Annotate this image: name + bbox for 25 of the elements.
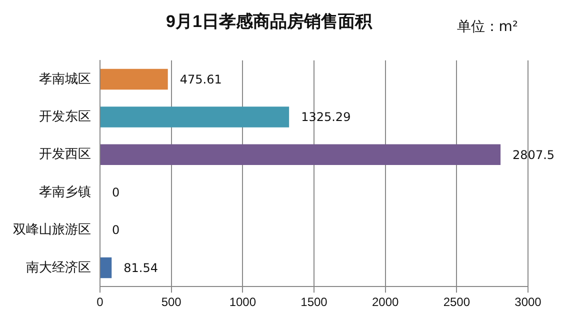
x-tick-label: 500 xyxy=(161,295,182,310)
y-tick-label: 孝南城区 xyxy=(39,70,91,86)
data-label: 475.61 xyxy=(180,72,222,86)
text: 单位：m² xyxy=(456,18,518,36)
bar xyxy=(100,257,112,278)
y-tick-label: 孝南乡镇 xyxy=(39,184,91,199)
y-tick-label: 南大经济区 xyxy=(26,259,91,274)
x-tick-label: 0 xyxy=(96,295,104,310)
data-label: 0 xyxy=(112,185,120,200)
bar xyxy=(100,144,501,166)
y-tick-label: 双峰山旅游区 xyxy=(13,222,91,237)
bar xyxy=(100,106,290,128)
data-label: 2807.5 xyxy=(512,148,555,162)
data-label: 1325.29 xyxy=(301,110,351,124)
x-tick-label: 1500 xyxy=(300,295,328,310)
x-tick-label: 2500 xyxy=(443,295,470,310)
y-tick-label: 开发西区 xyxy=(39,146,91,162)
y-tick-label: 开发东区 xyxy=(39,108,91,124)
x-tick-label: 1000 xyxy=(229,295,256,310)
chart-title: 9月1日孝感商品房销售面积 xyxy=(166,12,373,31)
x-tick-label: 3000 xyxy=(514,295,542,310)
data-label: 81.54 xyxy=(124,260,158,275)
x-tick-label: 2000 xyxy=(372,295,400,310)
data-label: 0 xyxy=(112,223,120,238)
bar xyxy=(100,68,168,90)
